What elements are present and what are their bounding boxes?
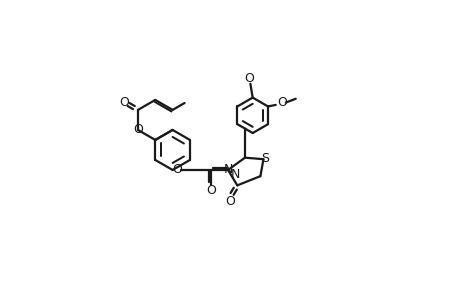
Text: N: N (230, 168, 239, 181)
Text: O: O (244, 72, 254, 85)
Text: S: S (260, 152, 269, 165)
Text: O: O (224, 195, 235, 208)
Text: O: O (276, 96, 286, 109)
Text: O: O (119, 96, 129, 109)
Text: O: O (133, 123, 143, 136)
Text: N: N (223, 163, 232, 176)
Text: O: O (206, 184, 216, 197)
Text: O: O (172, 164, 182, 176)
